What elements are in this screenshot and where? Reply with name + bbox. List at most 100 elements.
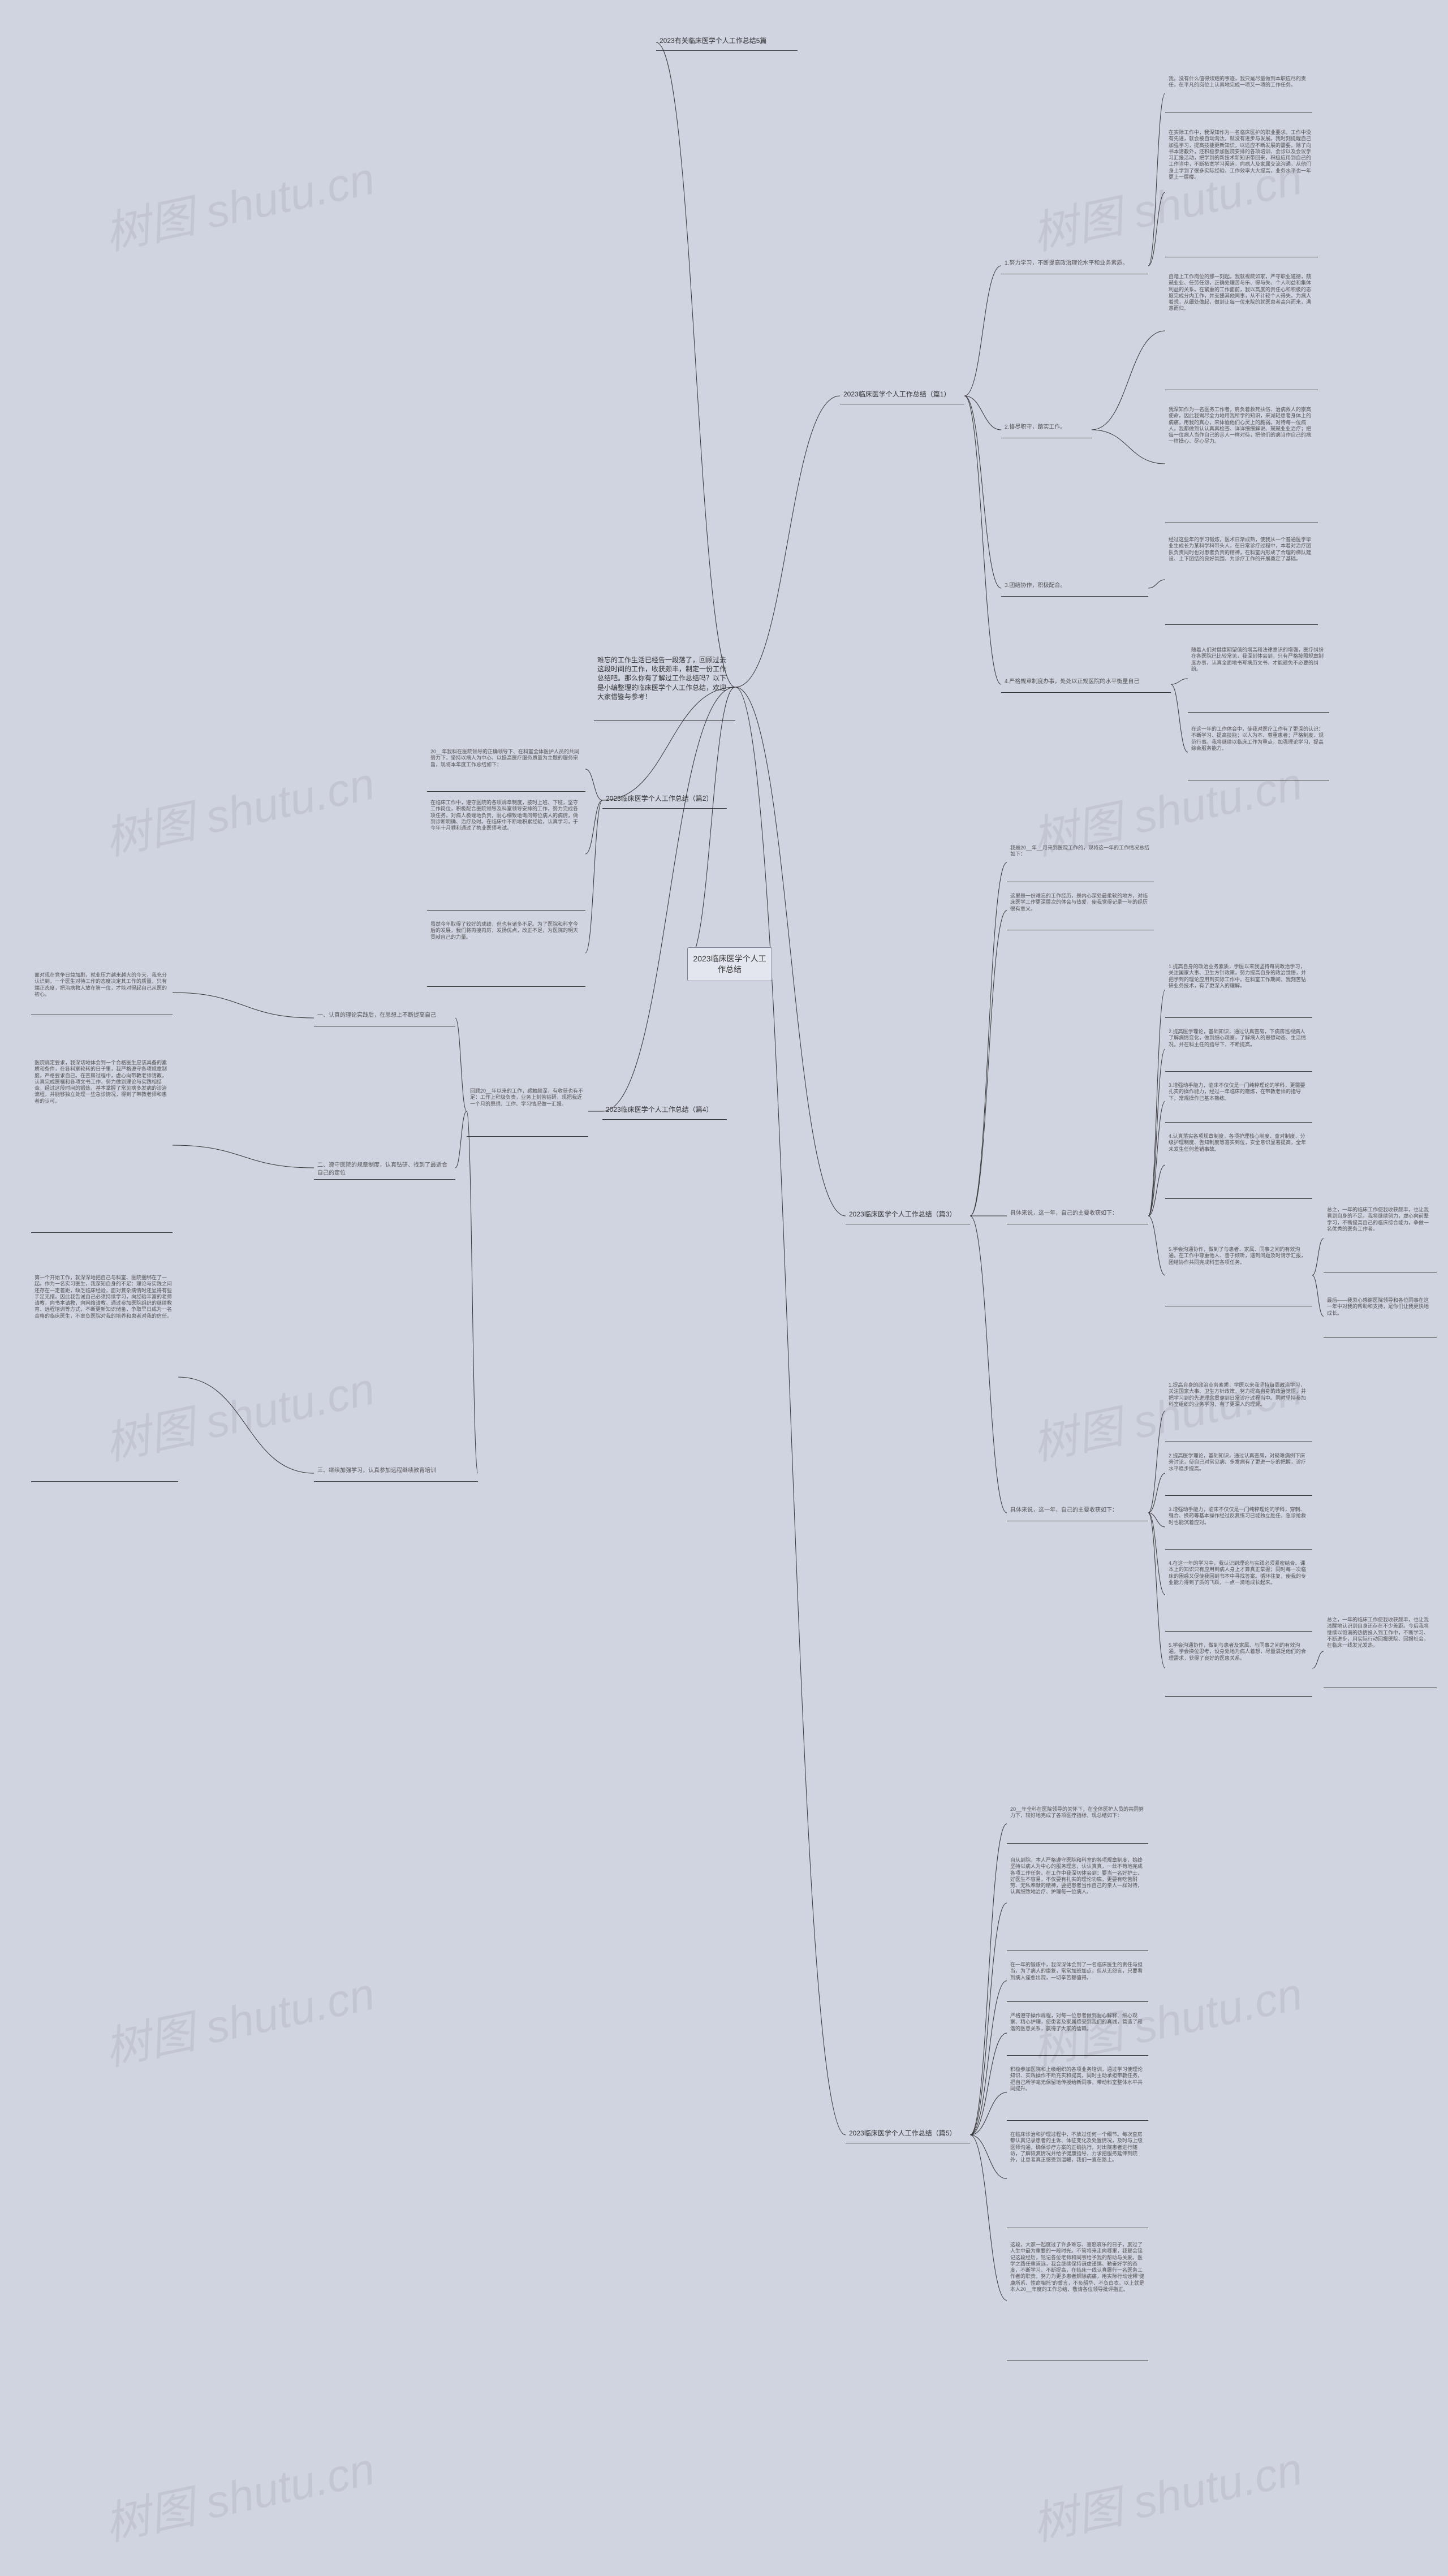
node-p3_intro2: 这里是一份难忘的工作经历，是内心深处最柔软的地方，对临床医学工作更深层次的体会与… xyxy=(1007,891,1154,930)
node-p5_a: 20__年全科在医院领导的关怀下，在全体医护人员的共同努力下，较好地完成了各项医… xyxy=(1007,1804,1148,1844)
edge xyxy=(1171,684,1188,752)
node-p5_c: 在一年的锻炼中，我深深体会到了一名临床医生的责任与担当，为了病人的康复，常常加班… xyxy=(1007,1960,1148,2002)
edge xyxy=(178,1377,314,1473)
node-p5_b: 自从到院，本人严格遵守医院和科室的各项规章制度，始终坚持以病人为中心的服务理念，… xyxy=(1007,1855,1148,1951)
node-p1d: 4.严格规章制度办事，处处以正规医院的水平衡量自己 xyxy=(1001,676,1171,693)
node-p3_r2_5: 总之，一年的临床工作使我收获颇丰，也让我清醒地认识到自身还存在不少差距。今后我将… xyxy=(1324,1615,1437,1688)
edge xyxy=(1148,1411,1165,1513)
edge xyxy=(970,911,1007,1216)
node-p1d_leaf: 随着人们对健康期望值的增高和法律意识的增强，医疗纠纷在各医院已比较常见，我深刻体… xyxy=(1188,645,1329,713)
edge xyxy=(1148,990,1165,1216)
node-p3_l2_1: 1.提高自身的政治业务素质，学医以来我坚持每周政治学习，关注国家大事、卫生方针政… xyxy=(1165,1380,1312,1442)
node-p1c_leaf: 经过这些年的学习锻炼，医术日渐成熟，使我从一个普通医学毕业生成长为某科学科带头人… xyxy=(1165,534,1318,625)
node-p4c_leaf: 第一个开始工作，就深深地把自己与科室、医院捆绑在了一起。作为一名实习医生，我深知… xyxy=(31,1272,178,1482)
node-p3_l5: 5.学会沟通协作，做到了与患者、家属、同事之间的有效沟通。在工作中尊重他人、善于… xyxy=(1165,1244,1312,1306)
watermark: 树图 shutu.cn xyxy=(98,747,380,868)
edge xyxy=(1148,1513,1165,1527)
edge xyxy=(964,396,1001,588)
edge xyxy=(585,800,602,953)
edge xyxy=(970,2033,1007,2135)
node-p3_l1: 1.提高自身的政治业务素质，学医以来我坚持每周政治学习，关注国家大事、卫生方针政… xyxy=(1165,961,1312,1018)
node-root: 2023临床医学个人工作总结 xyxy=(687,947,772,981)
node-p4: 2023临床医学个人工作总结（篇4） xyxy=(602,1103,727,1120)
node-p1d_leaf2: 在这一年的工作体会中，使我对医疗工作有了更深的认识：不断学习、提高技能；以人为本… xyxy=(1188,724,1329,780)
node-p2a: 20__年我科在医院领导的正确领导下、在科室全体医护人员的共同努力下，坚持以病人… xyxy=(427,747,585,792)
edge xyxy=(467,1111,478,1473)
watermark: 树图 shutu.cn xyxy=(98,142,380,263)
node-p4a: 一、认真的理论实践后，在思想上不断提高自己 xyxy=(314,1009,455,1026)
edge xyxy=(1312,1651,1324,1668)
node-p3_r6: 最后——我衷心感谢医院领导和各位同事在这一年中对我的帮助和支持，是你们让我更快地… xyxy=(1324,1295,1437,1337)
edge xyxy=(970,2135,1007,2179)
node-p4b_leaf: 医院规定要求，我深切地体会到一个合格医生应该具备的素质和条件，在各科室轮转的日子… xyxy=(31,1058,173,1233)
node-p4_intro: 回顾20__年以来的工作，感触颇深，有收获也有不足：工作上积极负责，业务上刻苦钻… xyxy=(467,1086,588,1137)
edge xyxy=(970,2092,1007,2135)
node-p1b_leaf1: 自踏上工作岗位的那一刻起，我就视院如家，严守职业道德，兢兢业业、任劳任怨，正确处… xyxy=(1165,271,1318,390)
node-p5_e: 积极参加医院和上级组织的各项业务培训，通过学习使理论知识、实践操作不断充实和提高… xyxy=(1007,2064,1148,2121)
edge xyxy=(964,266,1001,396)
edge xyxy=(455,1018,467,1111)
edge xyxy=(687,687,735,961)
edge xyxy=(656,42,735,687)
edge xyxy=(1312,1239,1324,1275)
node-p5_d: 严格遵守操作规程，对每一位患者做到耐心解释、细心观察、精心护理，使患者及家属感受… xyxy=(1007,2010,1148,2056)
node-p4c: 三、继续加强学习，认真参加远程继续教育培训 xyxy=(314,1465,478,1482)
edge xyxy=(970,1824,1007,2135)
node-p4a_leaf: 面对现在竞争日益加剧，就业压力越来越大的今天，我充分认识到，一个医生对待工作的态… xyxy=(31,970,173,1015)
node-p5_f: 在临床诊治和护理过程中，不放过任何一个细节。每次查房都认真记录患者的主诉、体征变… xyxy=(1007,2129,1148,2228)
node-p1: 2023临床医学个人工作总结（篇1） xyxy=(840,387,964,404)
node-p3_l2_5: 5.学会沟通协作，做到与患者及家属、与同事之间的有效沟通，学会换位思考，设身处地… xyxy=(1165,1640,1312,1697)
node-p3_l2_2: 2.提高医学理论，基础知识，通过认真查房，对疑难病例下床旁讨论，使自己对常见病、… xyxy=(1165,1451,1312,1496)
edge xyxy=(964,396,1001,684)
edge xyxy=(1148,1102,1165,1216)
edge xyxy=(1148,1216,1165,1275)
node-p4b: 二、遵守医院的规章制度，认真钻研、找到了最适合自己的定位 xyxy=(314,1159,455,1180)
node-p3_sub2: 具体来说，这一年，自己的主要收获如下： xyxy=(1007,1504,1148,1521)
edge xyxy=(1148,1049,1165,1216)
node-p1b: 2.恪尽职守，踏实工作。 xyxy=(1001,421,1092,438)
node-p3_l2_3: 3.增强动手能力，临床不仅仅是一门纯粹理论的学科，穿刺、缝合、换药等基本操作经过… xyxy=(1165,1504,1312,1550)
edge xyxy=(970,1216,1007,1513)
node-p1a_leaf2: 在实际工作中，我深知作为一名临床医护的职业要求。工作中没有先进，就会被自动淘汰，… xyxy=(1165,127,1318,257)
edge xyxy=(1092,331,1165,430)
node-p5: 2023临床医学个人工作总结（篇5） xyxy=(846,2126,970,2143)
edge xyxy=(585,769,602,800)
watermark: 树图 shutu.cn xyxy=(98,2432,380,2553)
node-p3: 2023临床医学个人工作总结（篇3） xyxy=(846,1207,970,1224)
mindmap-canvas: 2023临床医学个人工作总结 难忘的工作生活已经告一段落了，回顾过去这段时间的工作… xyxy=(0,0,1448,2576)
watermark: 树图 shutu.cn xyxy=(1025,2432,1307,2553)
node-p2c: 虽然今年取得了较好的成绩，但也有诸多不足。为了医院和科室今后的发展，我们将再接再… xyxy=(427,919,585,987)
edge xyxy=(1148,1513,1165,1668)
edge xyxy=(964,396,1001,430)
edge xyxy=(173,993,314,1018)
edge xyxy=(1148,1473,1165,1513)
node-p3_l4: 4.认真落实各项规章制度，各项护理核心制度、查对制度、分级护理制度、告知制度等落… xyxy=(1165,1131,1312,1199)
node-p1a_leaf1: 我，没有什么值得炫耀的事迹，我只是尽量做到本职应尽的责任，在平凡的岗位上认真地完… xyxy=(1165,74,1312,113)
edge xyxy=(970,1903,1007,2135)
edge xyxy=(1171,679,1188,684)
edge xyxy=(1092,430,1165,464)
node-p5_g: 这段，大家一起度过了许多难忘、喜怒哀乐的日子，度过了人生中最为重要的一段时光。不… xyxy=(1007,2240,1148,2361)
node-title5: 2023有关临床医学个人工作总结5篇 xyxy=(656,34,798,51)
node-p1c: 3.团结协作，积极配合。 xyxy=(1001,580,1148,597)
watermark: 树图 shutu.cn xyxy=(98,1957,380,2078)
edge xyxy=(173,1145,314,1168)
node-p2: 2023临床医学个人工作总结（篇2） xyxy=(602,792,727,809)
edge xyxy=(602,687,735,1111)
edge xyxy=(1148,192,1165,266)
edge xyxy=(1148,93,1165,266)
edge xyxy=(1312,1275,1324,1317)
edge xyxy=(585,800,602,854)
node-p1a: 1.努力学习，不断提高政治理论水平和业务素质。 xyxy=(1001,257,1148,274)
node-intro: 难忘的工作生活已经告一段落了，回顾过去这段时间的工作，收获颇丰，制定一份工作总结… xyxy=(594,653,735,721)
node-p3_r5: 总之，一年的临床工作使我收获颇丰，也让我看到自身的不足。我将继续努力，虚心向前辈… xyxy=(1324,1205,1437,1272)
node-p3_intro1: 我是20__年__月来到医院工作的，现将这一年的工作情况总结如下： xyxy=(1007,843,1154,882)
edge xyxy=(735,687,846,2135)
node-p3_l2_4: 4.在这一年的学习中，我认识到理论与实践必须紧密结合。课本上的知识只有应用到病人… xyxy=(1165,1558,1312,1632)
node-p3_l3: 3.增强动手能力，临床不仅仅是一门纯粹理论的学科，更需要扎实的操作能力，经过一年… xyxy=(1165,1080,1312,1123)
edge xyxy=(735,396,840,687)
node-p3_l2: 2.提高医学理论，基础知识，通过认真查房，下病房巡视病人了解病情变化，做到细心观… xyxy=(1165,1026,1312,1072)
edge xyxy=(1148,1165,1165,1216)
edge xyxy=(1148,580,1165,588)
node-p3_sub: 具体来说，这一年，自己的主要收获如下： xyxy=(1007,1207,1148,1224)
